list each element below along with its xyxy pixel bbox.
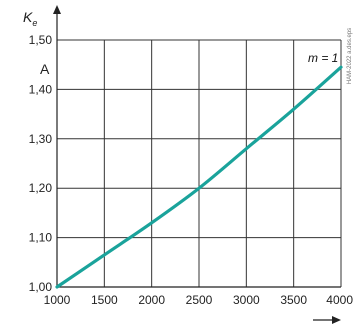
x-axis-arrow-icon	[332, 316, 341, 324]
x-tick-label: 2500	[186, 293, 213, 307]
y-tick-label: 1,00	[29, 280, 53, 294]
watermark: HAM-2022 a.des.eps	[347, 28, 353, 84]
y-axis-label-main: K	[23, 9, 33, 25]
y-tick-label: 1,30	[29, 132, 53, 146]
y-axis-label-subscript: e	[32, 18, 37, 28]
y-tick-label: 1,40	[29, 82, 53, 96]
grid	[56, 39, 342, 288]
x-tick-label: 1500	[91, 293, 118, 307]
x-tick-label: 3000	[233, 293, 260, 307]
y-axis-unit: A	[40, 61, 50, 77]
x-tick-label: 3500	[280, 293, 307, 307]
series-layer	[55, 65, 343, 289]
x-tick-label: 2000	[138, 293, 165, 307]
y-axis-label: Ke	[23, 9, 37, 28]
series-annotation: m = 1	[308, 51, 338, 65]
axes	[53, 5, 341, 324]
y-tick-label: 1,10	[29, 231, 53, 245]
x-tick-label: 1000	[44, 293, 71, 307]
y-tick-label: 1,20	[29, 181, 53, 195]
x-tick-label: 4000	[326, 293, 353, 307]
y-axis-arrow-icon	[53, 5, 61, 14]
y-tick-label: 1,50	[29, 33, 53, 47]
tick-labels: 1,00 1,10 1,20 1,30 1,40 1,50 1000 1500 2000 2500…	[29, 33, 354, 307]
series-line	[55, 65, 343, 289]
